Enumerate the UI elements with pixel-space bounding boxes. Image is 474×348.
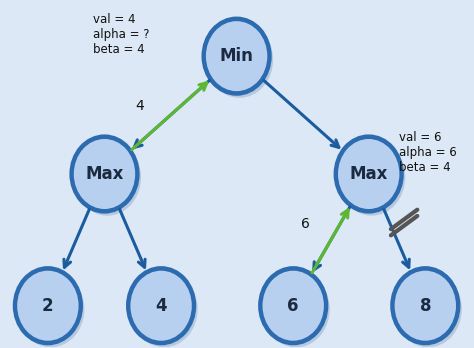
Ellipse shape <box>392 268 459 343</box>
Text: Max: Max <box>85 165 124 183</box>
Ellipse shape <box>337 137 401 211</box>
Ellipse shape <box>206 22 273 98</box>
Ellipse shape <box>73 137 137 211</box>
Ellipse shape <box>128 268 194 343</box>
Text: 4: 4 <box>136 100 144 113</box>
Ellipse shape <box>203 18 270 94</box>
Ellipse shape <box>16 269 80 342</box>
Ellipse shape <box>338 139 405 216</box>
Ellipse shape <box>393 269 457 342</box>
Text: val = 6
alpha = 6
beta = 4: val = 6 alpha = 6 beta = 4 <box>400 130 457 174</box>
Text: 6: 6 <box>287 297 299 315</box>
Ellipse shape <box>73 139 141 216</box>
Ellipse shape <box>204 20 269 93</box>
Ellipse shape <box>15 268 81 343</box>
Ellipse shape <box>394 271 462 347</box>
Ellipse shape <box>71 136 138 212</box>
Text: 2: 2 <box>42 297 54 315</box>
Text: val = 4
alpha = ?
beta = 4: val = 4 alpha = ? beta = 4 <box>93 13 149 56</box>
Ellipse shape <box>262 271 330 347</box>
Ellipse shape <box>260 268 327 343</box>
Ellipse shape <box>129 269 193 342</box>
Ellipse shape <box>261 269 325 342</box>
Text: 8: 8 <box>419 297 431 315</box>
Text: 6: 6 <box>301 217 310 231</box>
Text: 4: 4 <box>155 297 167 315</box>
Text: Max: Max <box>349 165 388 183</box>
Ellipse shape <box>335 136 402 212</box>
Ellipse shape <box>130 271 198 347</box>
Ellipse shape <box>17 271 84 347</box>
Text: Min: Min <box>219 47 254 65</box>
